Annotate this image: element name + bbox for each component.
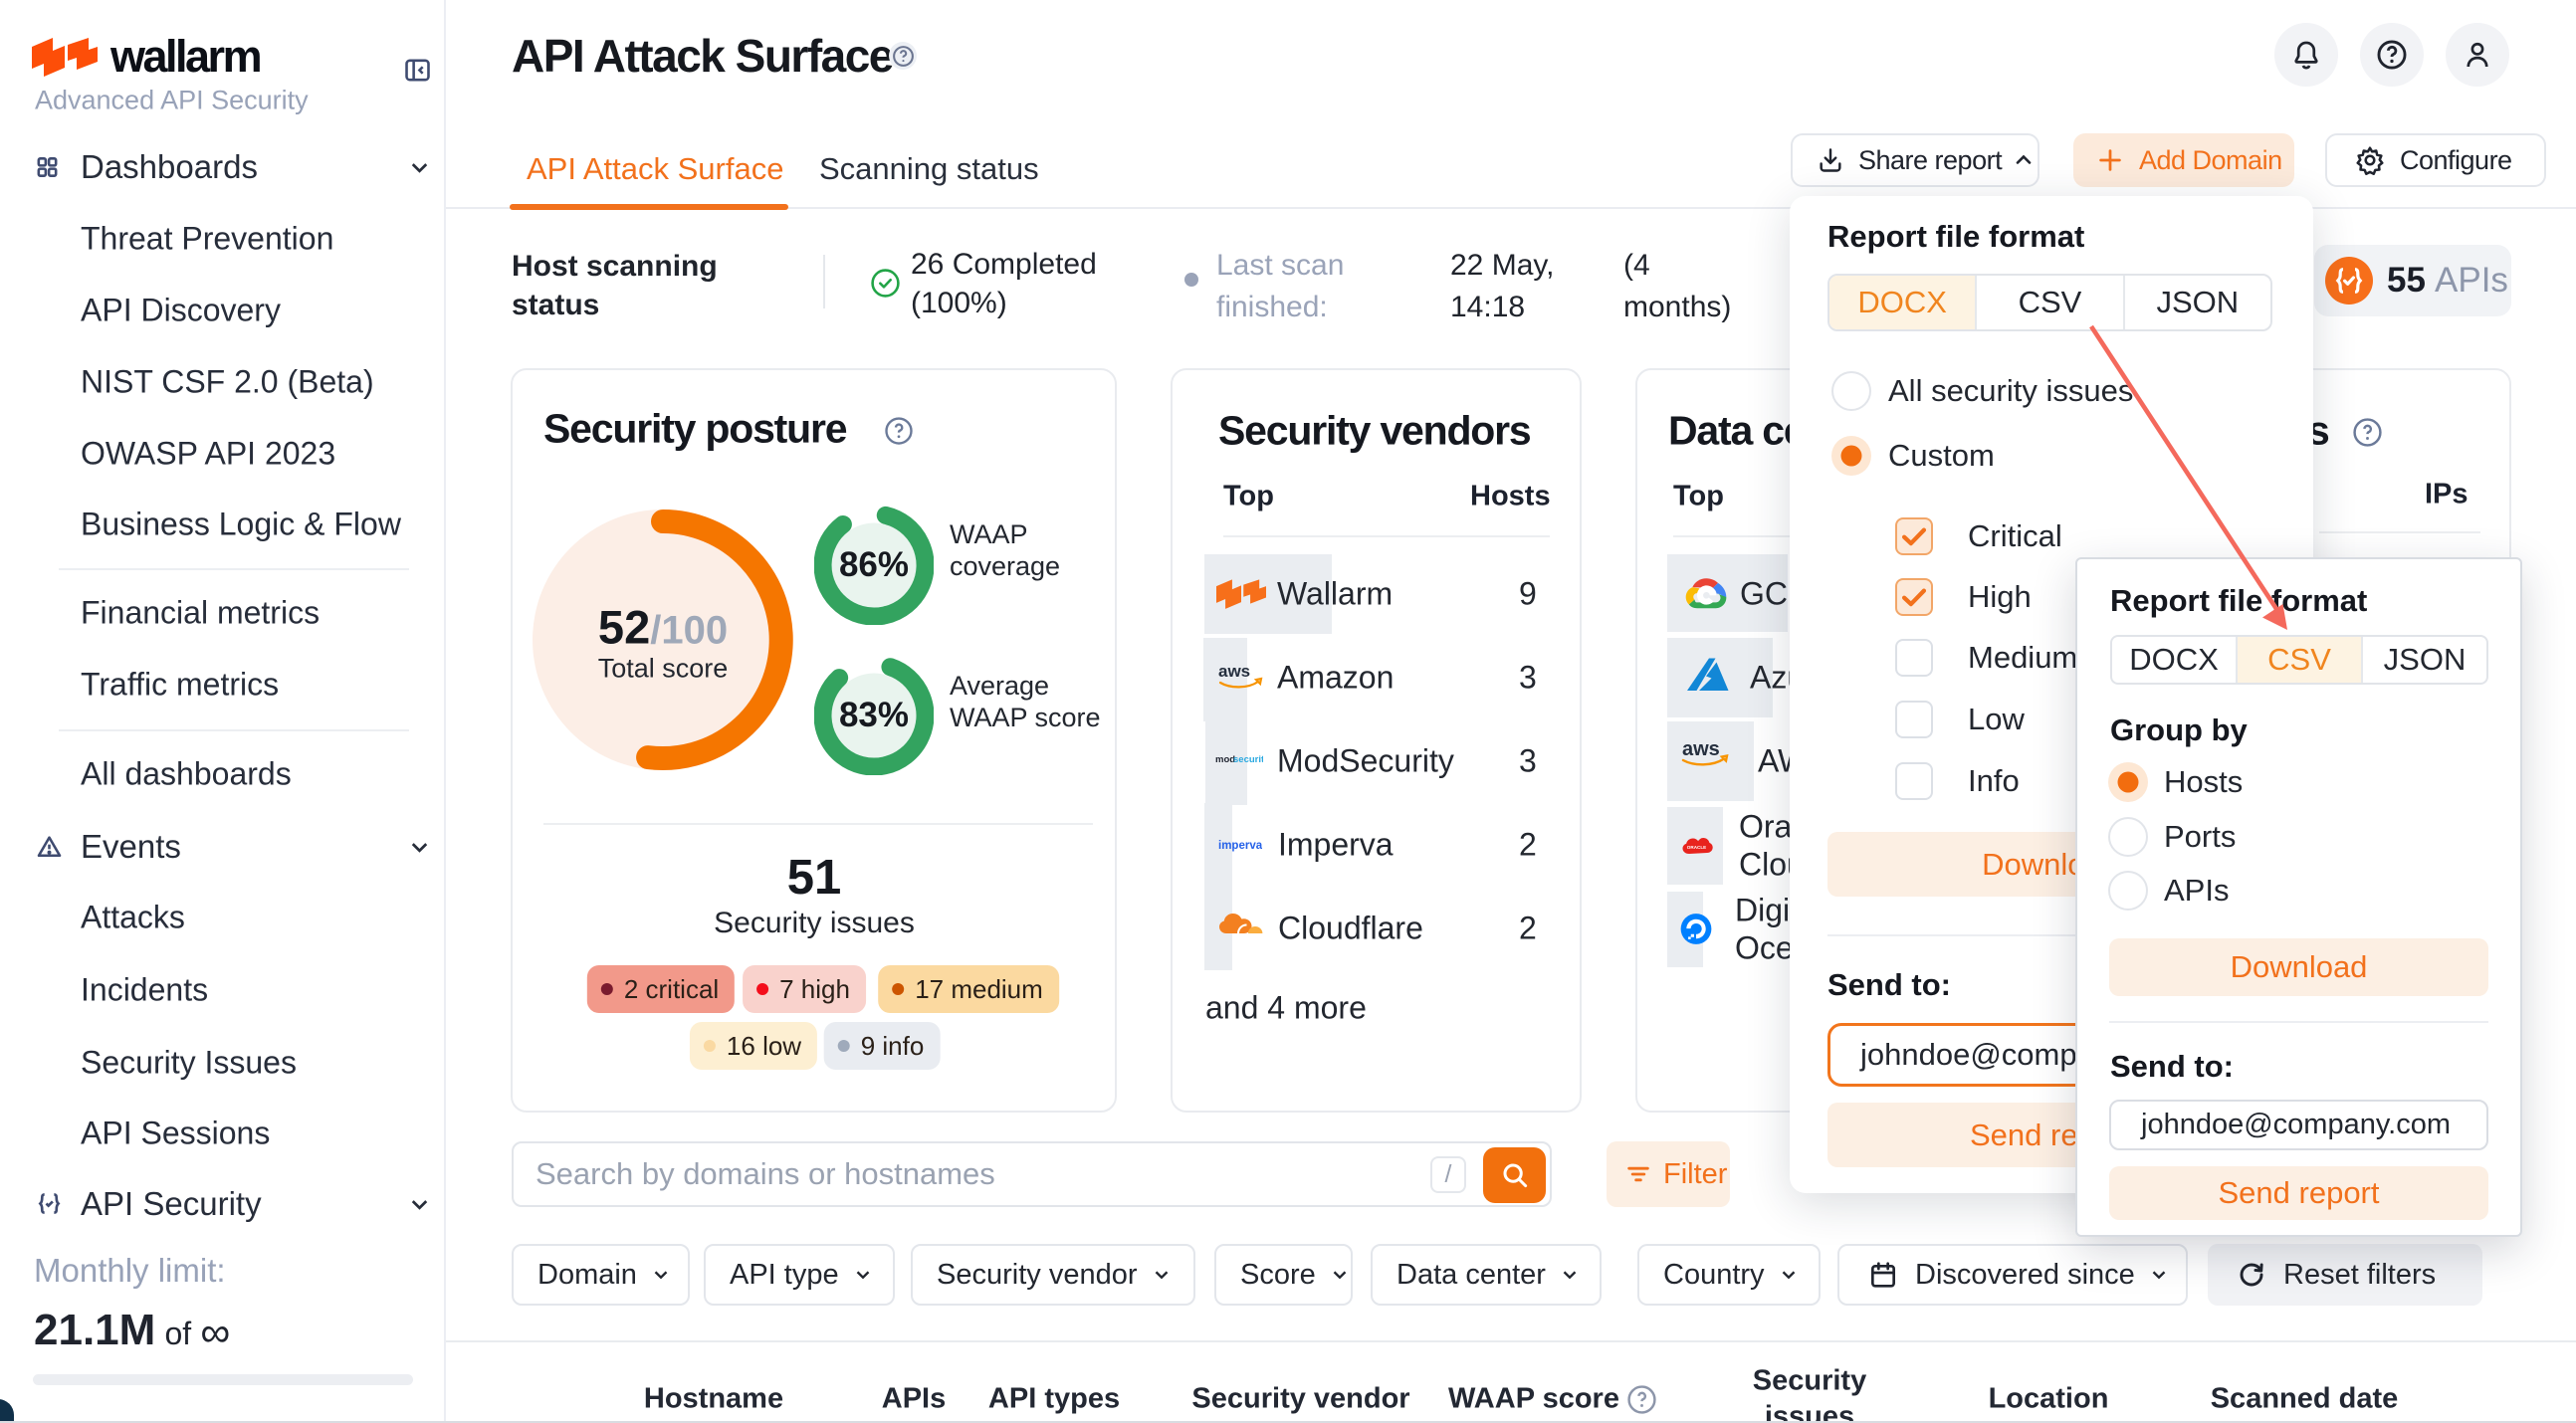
svg-text:imperva: imperva: [1218, 840, 1262, 852]
svg-text:aws: aws: [1218, 662, 1250, 681]
svg-text:security: security: [1233, 754, 1263, 765]
svg-text:aws: aws: [1682, 738, 1720, 760]
svg-text:mod: mod: [1215, 754, 1235, 765]
svg-text:ORACLE: ORACLE: [1687, 845, 1706, 850]
